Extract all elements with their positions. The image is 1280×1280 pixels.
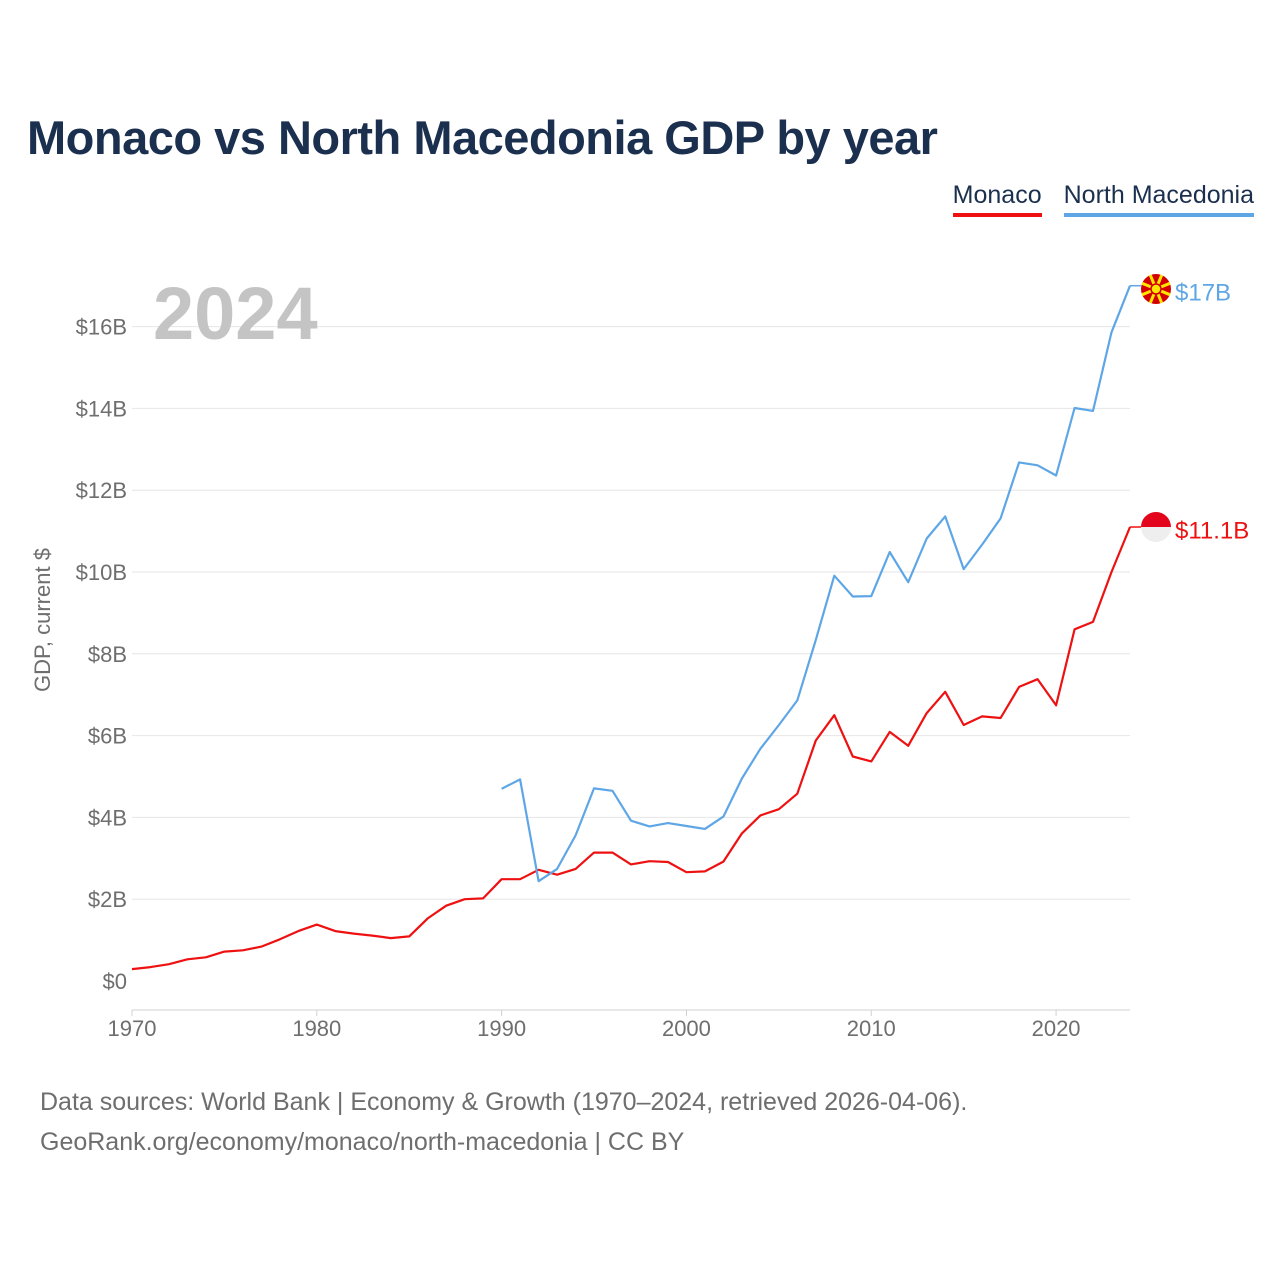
north-macedonia-end-label: $17B (1175, 279, 1231, 306)
monaco-flag (1141, 512, 1171, 542)
series-line-monaco[interactable] (131, 526, 1132, 971)
x-tick-label: 2000 (662, 1016, 711, 1041)
x-tick-label: 1970 (108, 1016, 157, 1041)
north-macedonia-flag (1141, 274, 1171, 304)
y-tick-label: $8B (88, 642, 127, 667)
y-tick-label: $0 (103, 969, 127, 994)
legend-item-monaco[interactable]: Monaco (952, 180, 1042, 217)
y-tick-label: $4B (88, 805, 127, 830)
x-tick-label: 1980 (292, 1016, 341, 1041)
x-tick-label: 2010 (847, 1016, 896, 1041)
x-tick-label: 2020 (1032, 1016, 1081, 1041)
x-tick-label: 1990 (477, 1016, 526, 1041)
footer-sources: Data sources: World Bank | Economy & Gro… (40, 1088, 968, 1116)
footer: Data sources: World Bank | Economy & Gro… (40, 1082, 967, 1162)
legend-item-north-macedonia[interactable]: North Macedonia (1063, 180, 1254, 217)
y-axis-label: GDP, current $ (30, 548, 55, 692)
monaco-end-label: $11.1B (1175, 517, 1249, 544)
y-tick-label: $14B (76, 396, 127, 421)
chart-title: Monaco vs North Macedonia GDP by year (27, 111, 938, 164)
y-tick-label: $10B (76, 560, 127, 585)
y-tick-label: $2B (88, 887, 127, 912)
series-line-north-macedonia[interactable] (501, 285, 1132, 883)
y-tick-label: $16B (76, 315, 127, 340)
y-tick-label: $12B (76, 478, 127, 503)
legend: Monaco North Macedonia (952, 180, 1254, 217)
y-tick-label: $6B (88, 724, 127, 749)
footer-url: GeoRank.org/economy/monaco/north-macedon… (40, 1128, 685, 1156)
year-watermark: 2024 (153, 272, 318, 355)
